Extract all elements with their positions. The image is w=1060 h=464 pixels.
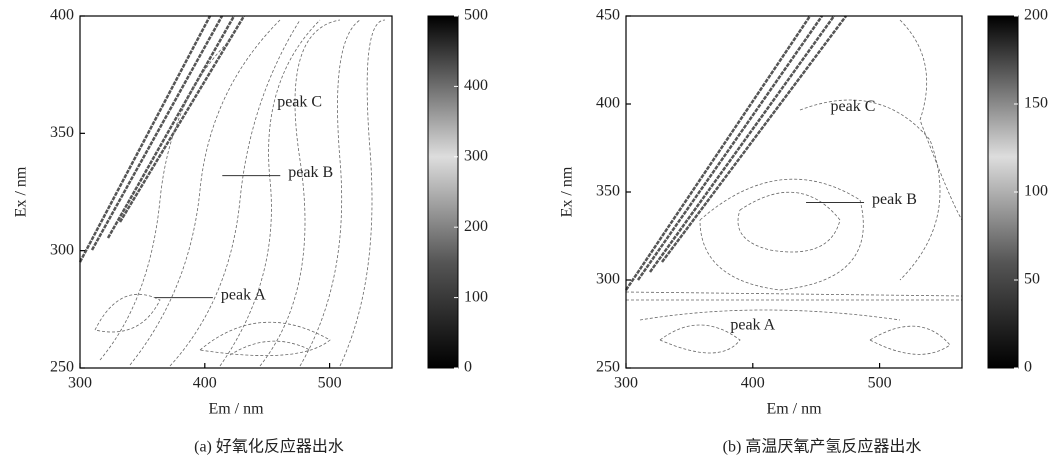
annotation: peak A xyxy=(730,316,775,333)
colorbar-tick-label: 50 xyxy=(1024,271,1040,288)
colorbar-tick-label: 200 xyxy=(464,218,488,235)
colorbar-tick-label: 500 xyxy=(464,7,488,24)
colorbar-tick-label: 0 xyxy=(464,359,472,376)
plot-frame xyxy=(80,16,392,368)
y-tick-label: 450 xyxy=(596,7,620,24)
x-tick-label: 300 xyxy=(614,375,638,392)
contour-lines-b xyxy=(626,16,962,354)
colorbar-tick-label: 200 xyxy=(1024,7,1048,24)
caption: (b) 高温厌氧产氢反应器出水 xyxy=(723,437,922,456)
colorbar-tick-label: 300 xyxy=(464,147,488,164)
x-axis-label: Em / nm xyxy=(766,401,822,418)
x-axis-label: Em / nm xyxy=(208,401,264,418)
colorbar-tick-label: 400 xyxy=(464,77,488,94)
y-tick-label: 350 xyxy=(596,183,620,200)
annotation: peak B xyxy=(288,164,333,181)
x-tick-label: 400 xyxy=(193,375,217,392)
x-tick-label: 500 xyxy=(868,375,892,392)
colorbar-tick-label: 150 xyxy=(1024,95,1048,112)
contour-lines-a xyxy=(80,16,385,366)
y-tick-label: 300 xyxy=(50,241,74,258)
x-tick-label: 400 xyxy=(741,375,765,392)
y-tick-label: 400 xyxy=(50,7,74,24)
annotation: peak B xyxy=(872,191,917,208)
colorbar-tick-label: 100 xyxy=(464,288,488,305)
colorbar xyxy=(988,16,1018,368)
y-tick-label: 350 xyxy=(50,124,74,141)
colorbar-tick-label: 100 xyxy=(1024,183,1048,200)
y-tick-label: 250 xyxy=(50,359,74,376)
y-axis-label: Ex / nm xyxy=(13,166,30,217)
x-tick-label: 500 xyxy=(318,375,342,392)
figure: 300400500250300350400Em / nmEx / nm(a) 好… xyxy=(0,0,1060,464)
y-tick-label: 400 xyxy=(596,95,620,112)
colorbar-tick-label: 0 xyxy=(1024,359,1032,376)
y-axis-label: Ex / nm xyxy=(559,166,576,217)
caption: (a) 好氧化反应器出水 xyxy=(194,437,344,456)
annotation: peak C xyxy=(831,98,876,115)
y-tick-label: 300 xyxy=(596,271,620,288)
annotation: peak A xyxy=(221,286,266,303)
colorbar xyxy=(428,16,458,368)
y-tick-label: 250 xyxy=(596,359,620,376)
annotation: peak C xyxy=(277,93,322,110)
x-tick-label: 300 xyxy=(68,375,92,392)
